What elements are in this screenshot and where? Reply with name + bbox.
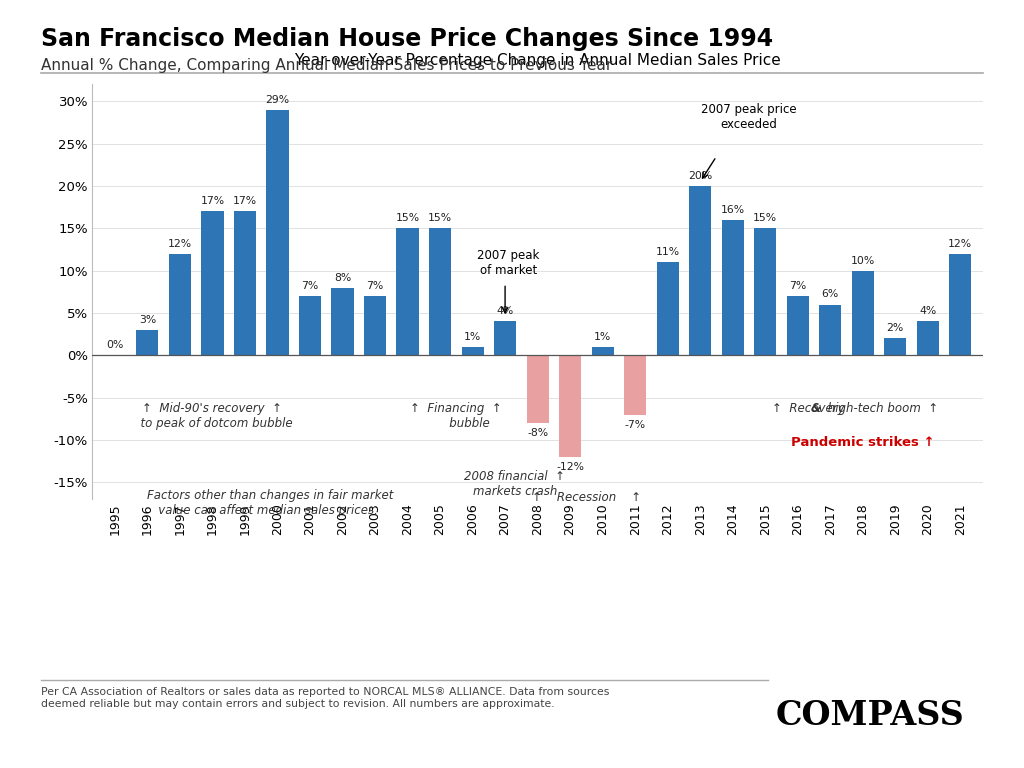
Text: 1%: 1% [594,332,611,342]
Bar [689,186,712,356]
Text: 16%: 16% [721,205,744,215]
Bar [526,356,549,423]
Bar [949,253,972,356]
Text: -7%: -7% [625,419,646,429]
Text: 10%: 10% [851,256,874,266]
Text: 2%: 2% [887,323,904,333]
Bar [559,356,582,457]
Text: Year-over-Year Percentage Change in Annual Median Sales Price: Year-over-Year Percentage Change in Annu… [294,53,781,68]
Text: 20%: 20% [688,171,713,181]
Bar [202,211,223,356]
Text: 8%: 8% [334,273,351,283]
Text: 1%: 1% [464,332,481,342]
Bar [916,322,939,356]
Text: &: & [811,402,821,415]
Text: San Francisco Median House Price Changes Since 1994: San Francisco Median House Price Changes… [41,27,773,51]
Text: 7%: 7% [367,281,384,291]
Text: 12%: 12% [168,239,193,249]
Text: -8%: -8% [527,428,548,438]
Text: 2007 peak price
exceeded: 2007 peak price exceeded [701,103,797,131]
Text: 11%: 11% [655,247,680,257]
Bar [819,305,842,356]
Bar [169,253,191,356]
Bar [884,339,906,356]
Bar [233,211,256,356]
Bar [852,270,873,356]
Text: 17%: 17% [232,197,257,207]
Text: 0%: 0% [106,340,124,350]
Text: Annual % Change, Comparing Annual Median Sales Prices to Previous Year: Annual % Change, Comparing Annual Median… [41,58,612,73]
Bar [429,228,452,356]
Bar [396,228,419,356]
Bar [266,110,289,356]
Bar [332,287,353,356]
Text: 29%: 29% [265,94,290,104]
Bar [624,356,646,415]
Text: ↑  Financing  ↑
       bubble: ↑ Financing ↑ bubble [411,402,502,430]
Text: Per CA Association of Realtors or sales data as reported to NORCAL MLS® ALLIANCE: Per CA Association of Realtors or sales … [41,687,609,709]
Text: 4%: 4% [497,306,514,316]
Text: 15%: 15% [395,214,420,223]
Bar [462,347,483,356]
Text: COMPASS: COMPASS [776,700,965,732]
Text: 6%: 6% [821,290,839,300]
Bar [494,322,516,356]
Text: 7%: 7% [301,281,318,291]
Text: 3%: 3% [139,315,156,325]
Text: 17%: 17% [201,197,224,207]
Text: Pandemic strikes ↑: Pandemic strikes ↑ [791,435,935,449]
Text: 7%: 7% [790,281,806,291]
Bar [299,296,322,356]
Text: 15%: 15% [428,214,453,223]
Bar [786,296,809,356]
Text: -12%: -12% [556,462,584,472]
Bar [722,220,743,356]
Text: 2008 financial  ↑
markets crash: 2008 financial ↑ markets crash [464,469,565,498]
Text: 2007 peak
of market: 2007 peak of market [477,250,540,277]
Text: Factors other than changes in fair market
   value can affect median sales price: Factors other than changes in fair marke… [147,489,394,517]
Text: ↑    Recession    ↑: ↑ Recession ↑ [531,491,641,504]
Bar [136,330,159,356]
Bar [364,296,386,356]
Text: high-tech boom  ↑: high-tech boom ↑ [823,402,938,415]
Text: ↑  Mid-90's recovery  ↑
  to peak of dotcom bubble: ↑ Mid-90's recovery ↑ to peak of dotcom … [133,402,292,430]
Text: ↑  Recovery: ↑ Recovery [772,402,848,415]
Text: 12%: 12% [948,239,973,249]
Bar [592,347,613,356]
Text: 4%: 4% [920,306,936,316]
Bar [754,228,776,356]
Text: 15%: 15% [753,214,777,223]
Bar [656,262,679,356]
